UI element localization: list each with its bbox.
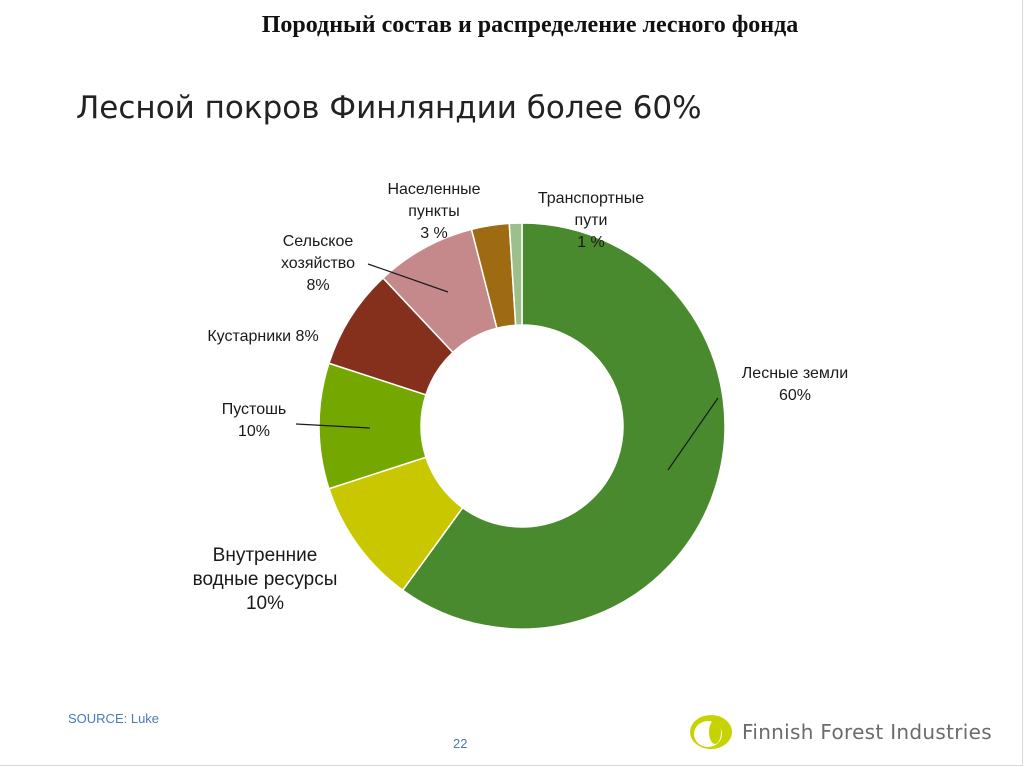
label-line: пункты bbox=[408, 203, 460, 220]
label-line: 1 % bbox=[577, 234, 605, 251]
label-line: 3 % bbox=[420, 225, 448, 242]
chart-slices bbox=[318, 222, 726, 630]
slice-транспортные bbox=[508, 222, 523, 326]
company-logo: Finnish Forest Industries bbox=[688, 712, 992, 752]
label-транспортные: Транспортные пути 1 % bbox=[538, 190, 644, 251]
leader-line-сельское bbox=[367, 263, 449, 293]
label-line: 8% bbox=[306, 277, 329, 294]
chart-leader-lines bbox=[295, 263, 719, 471]
slide-heading: Породный состав и распределение лесного … bbox=[261, 12, 799, 38]
label-внутренние: Внутренние водные ресурсы 10% bbox=[193, 545, 338, 614]
logo-text: Finnish Forest Industries bbox=[742, 720, 992, 744]
label-line: Населенные bbox=[387, 181, 480, 198]
label-line: Пустошь bbox=[222, 401, 287, 418]
label-line: 60% bbox=[779, 387, 811, 404]
label-лесные-земли: Лесные земли 60% bbox=[742, 365, 848, 404]
source-note: SOURCE: Luke bbox=[68, 711, 160, 726]
chart-title: Лесной покров Финляндии более 60% bbox=[76, 90, 702, 126]
label-line: Лесные земли bbox=[742, 365, 848, 382]
chart-labels: Лесные земли 60% Внутренние водные ресурсы 1… bbox=[193, 181, 849, 614]
slice-лесные-земли bbox=[401, 222, 726, 630]
label-пустошь: Пустошь 10% bbox=[222, 401, 287, 440]
label-line: Внутренние bbox=[213, 545, 318, 566]
label-line: Кустарники 8% bbox=[207, 328, 318, 345]
leader-line-пустошь bbox=[295, 423, 371, 429]
label-кустарники-8: Кустарники 8% bbox=[207, 328, 318, 345]
label-сельское: Сельское хозяйство 8% bbox=[281, 233, 355, 294]
page-number: 22 bbox=[453, 736, 468, 751]
label-line: пути bbox=[575, 212, 608, 229]
leader-line-лесные-земли bbox=[667, 397, 719, 471]
label-line: Сельское bbox=[283, 233, 354, 250]
leaf-logo-icon bbox=[690, 715, 732, 749]
label-line: 10% bbox=[246, 593, 284, 614]
label-line: Транспортные bbox=[538, 190, 644, 207]
label-населенные: Населенные пункты 3 % bbox=[387, 181, 480, 242]
label-line: водные ресурсы bbox=[193, 569, 338, 590]
label-line: 10% bbox=[238, 423, 270, 440]
label-line: хозяйство bbox=[281, 255, 355, 272]
